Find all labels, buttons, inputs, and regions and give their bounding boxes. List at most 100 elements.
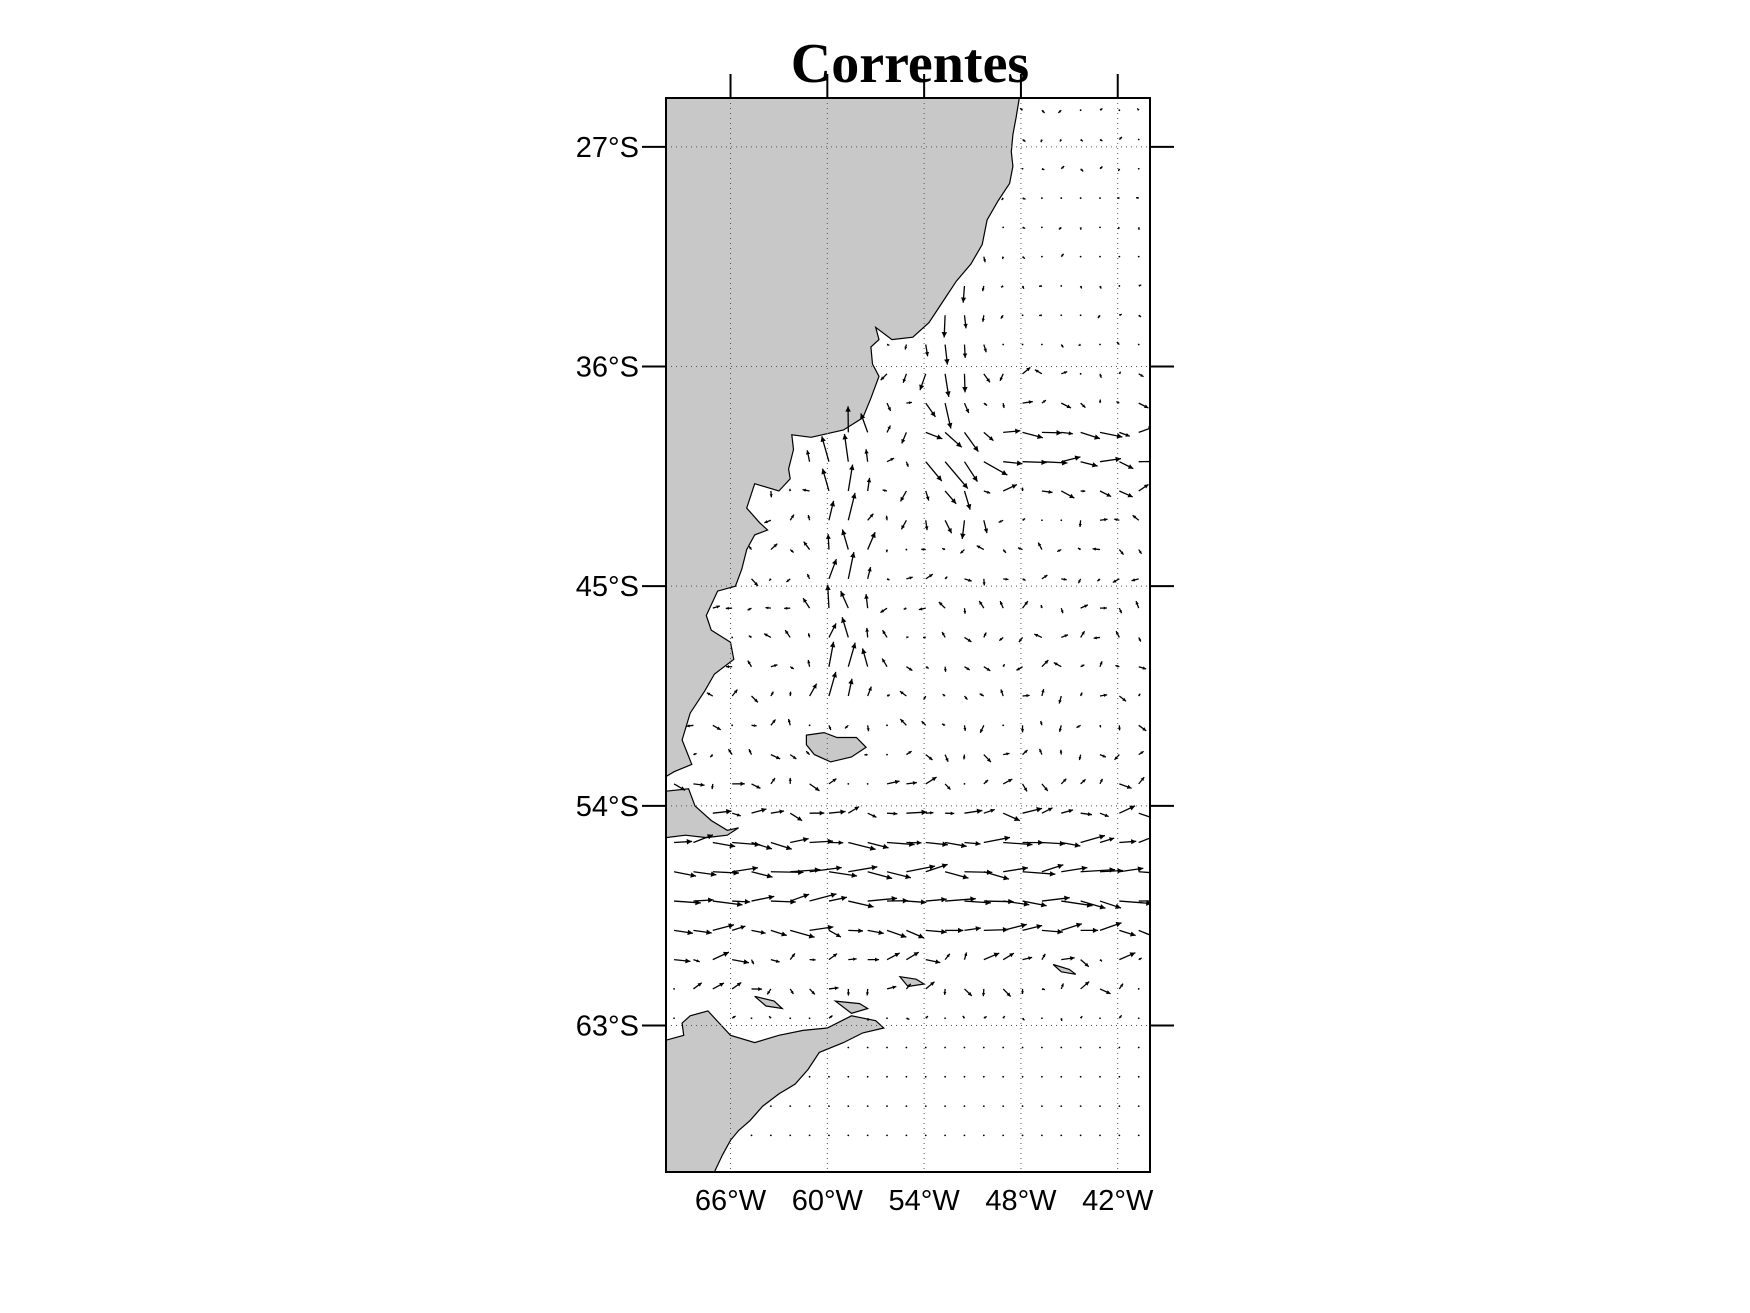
current-vector — [1119, 929, 1136, 937]
current-vector — [938, 601, 946, 609]
current-vector — [1118, 285, 1121, 287]
current-vector — [925, 490, 930, 501]
current-vector — [809, 892, 837, 902]
current-vector — [1138, 483, 1149, 492]
current-vector — [1003, 577, 1009, 581]
current-vector — [886, 985, 897, 990]
current-vector — [865, 988, 869, 996]
lat-tick-label: 45°S — [576, 571, 639, 603]
current-vector — [905, 1075, 908, 1078]
current-vector — [944, 373, 951, 397]
lon-tick-label: 60°W — [792, 1185, 864, 1217]
current-vector — [886, 577, 890, 581]
current-vector — [1060, 314, 1063, 317]
current-vector — [899, 490, 907, 502]
current-vector — [731, 925, 746, 931]
current-vector — [1119, 952, 1136, 961]
current-vector — [1119, 313, 1122, 317]
current-vector — [921, 548, 926, 551]
current-vector — [944, 490, 957, 505]
current-vector — [981, 988, 986, 997]
current-vector — [1000, 285, 1004, 288]
current-vector — [867, 841, 889, 850]
south-orkney-landmass — [1052, 963, 1077, 975]
current-vector — [918, 607, 926, 611]
current-vector — [1022, 138, 1026, 143]
current-vector — [1079, 1105, 1082, 1107]
current-vector — [866, 782, 869, 785]
current-vector — [1060, 778, 1067, 785]
current-vector — [1002, 403, 1005, 409]
current-vector — [865, 627, 870, 638]
current-vector — [867, 929, 884, 935]
current-vector — [1118, 1134, 1121, 1137]
current-vector — [1119, 805, 1136, 814]
current-vector — [944, 783, 951, 791]
current-vector — [1118, 983, 1124, 990]
current-vector — [1118, 1046, 1121, 1049]
current-vector — [848, 928, 864, 934]
land-layer — [666, 98, 1077, 1172]
current-vector — [905, 1046, 908, 1049]
current-vector — [789, 666, 795, 670]
current-vector — [1002, 484, 1018, 492]
current-vector — [809, 958, 816, 962]
current-vector — [828, 671, 837, 697]
current-vector — [983, 1015, 987, 1019]
current-vector — [944, 431, 963, 448]
current-vector — [1080, 489, 1086, 493]
current-vector — [1112, 578, 1120, 584]
current-vector — [1003, 900, 1030, 907]
current-vector — [731, 724, 734, 727]
current-vector — [686, 724, 694, 728]
current-vector — [944, 461, 969, 489]
current-vector — [1002, 226, 1005, 229]
current-vector — [864, 594, 869, 609]
current-vector — [963, 695, 968, 701]
current-vector — [982, 1105, 985, 1107]
current-vector — [1118, 607, 1123, 614]
current-vector — [1118, 725, 1121, 731]
current-vector — [1060, 607, 1064, 614]
current-vector — [1021, 1046, 1024, 1049]
current-vector — [847, 782, 850, 785]
current-vector — [983, 808, 995, 814]
current-vector — [789, 691, 792, 697]
current-vector — [1080, 981, 1090, 990]
current-vector — [983, 871, 1010, 881]
current-vector — [847, 1134, 850, 1137]
current-vector — [784, 606, 791, 610]
current-vector — [979, 693, 985, 697]
current-vector — [751, 807, 767, 814]
current-vector-field — [673, 107, 1150, 1137]
current-vector — [1034, 633, 1043, 639]
current-vector — [1099, 255, 1101, 258]
current-vector — [1022, 839, 1044, 846]
current-vector — [1000, 314, 1004, 319]
current-vector — [964, 926, 981, 932]
current-vector — [1137, 255, 1140, 258]
current-vector — [906, 750, 912, 756]
current-vector — [1099, 754, 1107, 758]
current-vector — [789, 1134, 792, 1137]
current-vector — [963, 1075, 966, 1078]
current-vector — [1137, 1017, 1140, 1020]
current-vector — [1034, 369, 1043, 375]
current-vector — [1053, 662, 1062, 668]
current-vector — [693, 752, 697, 756]
current-vector — [748, 635, 752, 639]
current-vector — [751, 695, 759, 703]
current-vector — [944, 1075, 947, 1078]
current-vector — [864, 449, 869, 462]
lat-tick-label: 54°S — [576, 791, 639, 823]
current-vector — [1022, 694, 1030, 698]
current-vector — [807, 633, 811, 638]
current-vector — [886, 1134, 888, 1137]
current-vector — [1041, 1105, 1043, 1107]
current-vector — [1041, 1075, 1043, 1078]
current-vector — [751, 578, 759, 587]
current-vector — [1003, 752, 1010, 756]
current-vector — [886, 811, 898, 816]
current-vector — [1099, 456, 1122, 463]
current-vector — [1138, 666, 1147, 670]
